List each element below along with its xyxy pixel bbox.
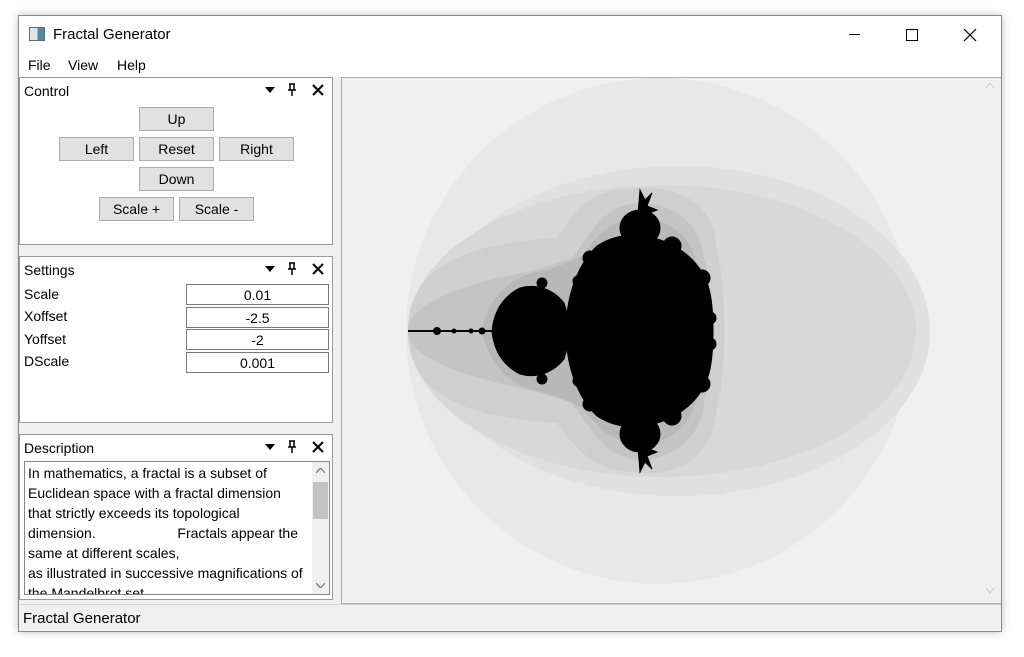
scale-label: Scale bbox=[24, 286, 60, 302]
control-panel-title: Control bbox=[24, 83, 70, 99]
settings-panel: Settings Scale Xoffset Yoffset DScale bbox=[19, 256, 333, 423]
description-text: In mathematics, a fractal is a subset of… bbox=[28, 465, 303, 595]
description-panel-header[interactable]: Description bbox=[20, 435, 332, 459]
description-panel-title: Description bbox=[24, 440, 95, 456]
yoffset-label: Yoffset bbox=[24, 331, 67, 347]
minimize-button[interactable] bbox=[825, 16, 883, 53]
scale-plus-button[interactable]: Scale + bbox=[99, 197, 174, 221]
fractal-canvas[interactable] bbox=[342, 78, 1002, 603]
dropdown-icon[interactable] bbox=[262, 82, 278, 98]
fractal-canvas-panel[interactable] bbox=[341, 77, 1002, 604]
menu-view[interactable]: View bbox=[68, 57, 99, 73]
xoffset-label: Xoffset bbox=[24, 308, 68, 324]
status-bar: Fractal Generator bbox=[19, 604, 1001, 631]
menu-help[interactable]: Help bbox=[117, 57, 146, 73]
pin-icon[interactable] bbox=[284, 261, 300, 277]
pin-icon[interactable] bbox=[284, 439, 300, 455]
scroll-down-arrow[interactable] bbox=[312, 577, 329, 594]
up-button[interactable]: Up bbox=[139, 107, 214, 131]
pin-icon[interactable] bbox=[284, 82, 300, 98]
title-bar[interactable]: Fractal Generator bbox=[19, 16, 1001, 53]
window-title: Fractal Generator bbox=[53, 26, 171, 43]
scale-input[interactable] bbox=[186, 284, 329, 305]
canvas-scroll-up-icon[interactable] bbox=[985, 82, 995, 89]
scrollbar-thumb[interactable] bbox=[313, 482, 328, 519]
maximize-button[interactable] bbox=[883, 16, 941, 53]
control-panel-header[interactable]: Control bbox=[20, 78, 332, 102]
dscale-label: DScale bbox=[24, 353, 70, 369]
right-button[interactable]: Right bbox=[219, 137, 294, 161]
status-text: Fractal Generator bbox=[23, 610, 141, 627]
mandelbrot-set bbox=[408, 188, 717, 474]
close-icon[interactable] bbox=[310, 439, 326, 455]
yoffset-input[interactable] bbox=[186, 329, 329, 350]
close-icon[interactable] bbox=[310, 261, 326, 277]
fractal-app-icon bbox=[29, 27, 45, 41]
dscale-input[interactable] bbox=[186, 352, 329, 373]
dropdown-icon[interactable] bbox=[262, 439, 278, 455]
app-window: Fractal Generator File View Help Control… bbox=[18, 15, 1002, 632]
menu-bar: File View Help bbox=[19, 53, 1001, 77]
menu-file[interactable]: File bbox=[28, 57, 51, 73]
scroll-up-arrow[interactable] bbox=[312, 462, 329, 479]
reset-button[interactable]: Reset bbox=[139, 137, 214, 161]
description-scrollbar[interactable] bbox=[312, 462, 329, 594]
canvas-scroll-down-icon[interactable] bbox=[985, 587, 995, 594]
down-button[interactable]: Down bbox=[139, 167, 214, 191]
left-button[interactable]: Left bbox=[59, 137, 134, 161]
description-panel: Description In mathematics, a fractal is… bbox=[19, 434, 333, 600]
settings-panel-title: Settings bbox=[24, 262, 75, 278]
xoffset-input[interactable] bbox=[186, 307, 329, 328]
settings-panel-header[interactable]: Settings bbox=[20, 257, 332, 281]
dropdown-icon[interactable] bbox=[262, 261, 278, 277]
description-textbox[interactable]: In mathematics, a fractal is a subset of… bbox=[24, 461, 330, 595]
close-window-button[interactable] bbox=[941, 16, 999, 53]
close-icon[interactable] bbox=[310, 82, 326, 98]
scale-minus-button[interactable]: Scale - bbox=[179, 197, 254, 221]
control-panel: Control Up Left Reset Right Down Scale +… bbox=[19, 77, 333, 245]
maximize-icon bbox=[906, 28, 918, 41]
close-icon bbox=[963, 28, 977, 41]
minimize-icon bbox=[848, 34, 860, 35]
